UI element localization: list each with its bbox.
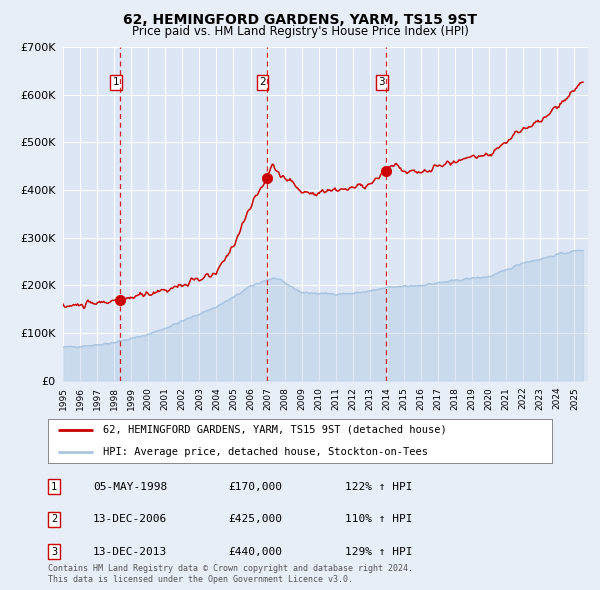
Text: 05-MAY-1998: 05-MAY-1998: [93, 482, 167, 491]
Text: 122% ↑ HPI: 122% ↑ HPI: [345, 482, 413, 491]
Text: £425,000: £425,000: [228, 514, 282, 524]
Text: 129% ↑ HPI: 129% ↑ HPI: [345, 547, 413, 556]
Text: 2: 2: [259, 77, 266, 87]
Text: £170,000: £170,000: [228, 482, 282, 491]
Text: 1: 1: [51, 482, 57, 491]
Text: 3: 3: [51, 547, 57, 556]
Text: 110% ↑ HPI: 110% ↑ HPI: [345, 514, 413, 524]
Text: HPI: Average price, detached house, Stockton-on-Tees: HPI: Average price, detached house, Stoc…: [103, 447, 428, 457]
Text: 13-DEC-2006: 13-DEC-2006: [93, 514, 167, 524]
Text: 62, HEMINGFORD GARDENS, YARM, TS15 9ST (detached house): 62, HEMINGFORD GARDENS, YARM, TS15 9ST (…: [103, 425, 447, 435]
Text: 1: 1: [113, 77, 119, 87]
Text: 3: 3: [379, 77, 385, 87]
Text: Price paid vs. HM Land Registry's House Price Index (HPI): Price paid vs. HM Land Registry's House …: [131, 25, 469, 38]
Text: 2: 2: [51, 514, 57, 524]
Text: £440,000: £440,000: [228, 547, 282, 556]
Text: Contains HM Land Registry data © Crown copyright and database right 2024.: Contains HM Land Registry data © Crown c…: [48, 565, 413, 573]
Text: This data is licensed under the Open Government Licence v3.0.: This data is licensed under the Open Gov…: [48, 575, 353, 584]
Text: 62, HEMINGFORD GARDENS, YARM, TS15 9ST: 62, HEMINGFORD GARDENS, YARM, TS15 9ST: [123, 13, 477, 27]
Text: 13-DEC-2013: 13-DEC-2013: [93, 547, 167, 556]
